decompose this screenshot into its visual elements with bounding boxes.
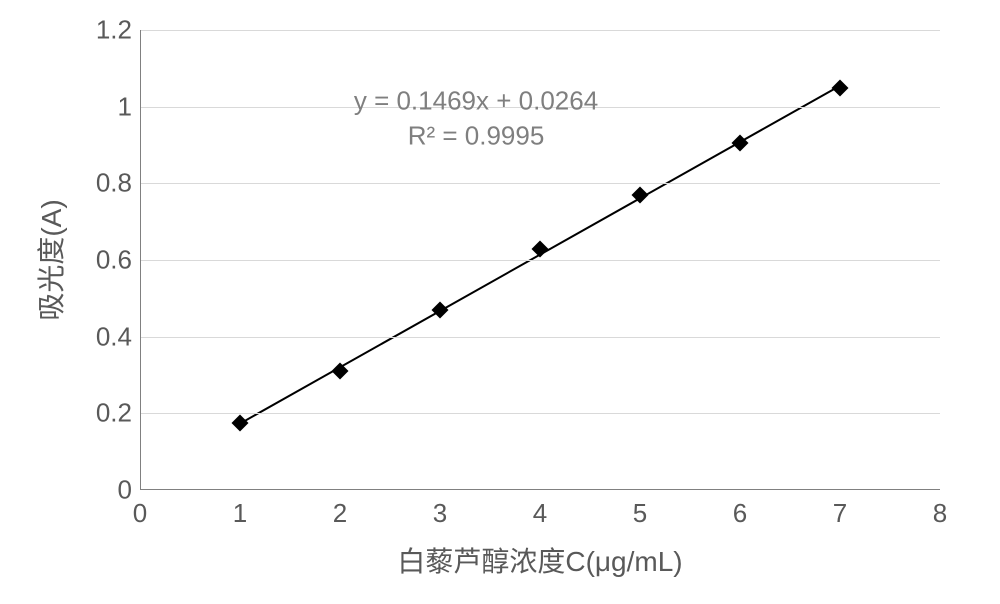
- x-tick-label: 2: [333, 498, 347, 529]
- gridline-h: [140, 260, 940, 261]
- x-tick-label: 7: [833, 498, 847, 529]
- chart-annotation: y = 0.1469x + 0.0264: [354, 86, 598, 117]
- chart-container: 0 0.2 0.4 0.6 0.8 1 1.2 0 1 2 3 4 5 6 7 8 y = 0.1469x + …: [0, 0, 1000, 604]
- x-tick-label: 6: [733, 498, 747, 529]
- plot-area: 00.20.40.60.811.2012345678y = 0.1469x + …: [140, 30, 940, 490]
- x-tick-label: 0: [133, 498, 147, 529]
- chart-annotation: R² = 0.9995: [408, 120, 545, 151]
- x-tick-label: 3: [433, 498, 447, 529]
- x-tick-label: 5: [633, 498, 647, 529]
- axis-line-left: [140, 30, 141, 490]
- axis-line-bottom: [140, 489, 940, 490]
- x-tick-label: 1: [233, 498, 247, 529]
- y-tick-label: 0: [118, 475, 132, 506]
- y-tick-label: 1: [118, 91, 132, 122]
- x-axis-title: 白藜芦醇浓度C(μg/mL): [397, 540, 682, 580]
- y-axis-title: 吸光度(A): [30, 199, 70, 320]
- y-tick-label: 1.2: [96, 15, 132, 46]
- gridline-h: [140, 30, 940, 31]
- x-tick-label: 4: [533, 498, 547, 529]
- gridline-h: [140, 337, 940, 338]
- y-tick-label: 0.8: [96, 168, 132, 199]
- y-tick-label: 0.4: [96, 321, 132, 352]
- y-tick-label: 0.6: [96, 245, 132, 276]
- gridline-h: [140, 183, 940, 184]
- x-tick-label: 8: [933, 498, 947, 529]
- gridline-h: [140, 413, 940, 414]
- y-tick-label: 0.2: [96, 398, 132, 429]
